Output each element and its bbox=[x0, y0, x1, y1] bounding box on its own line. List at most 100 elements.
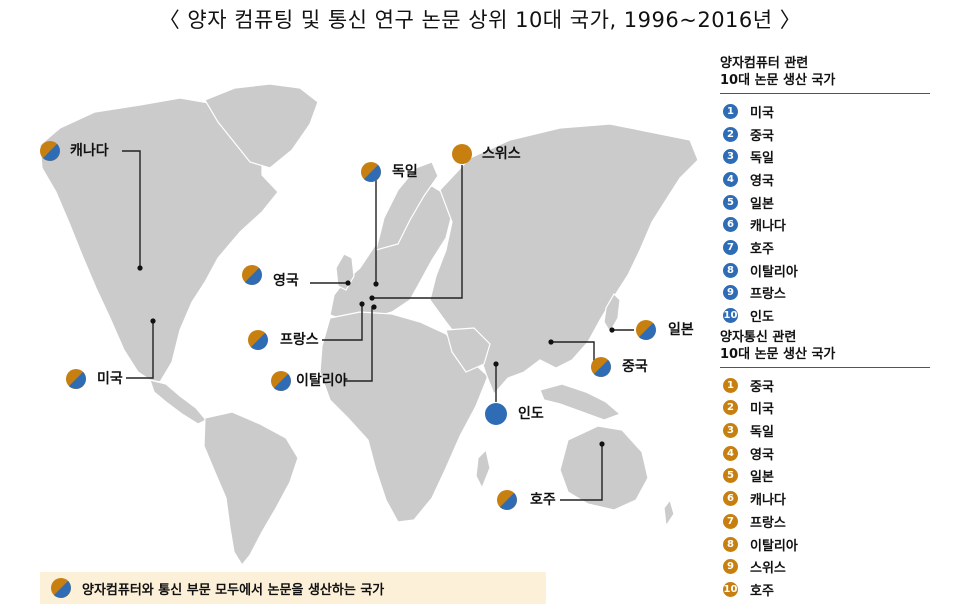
marker-france bbox=[248, 330, 268, 350]
legend-item: 7 프랑스 bbox=[720, 510, 930, 533]
arabia bbox=[445, 327, 491, 373]
madagascar bbox=[475, 448, 491, 490]
rank-badge: 6 bbox=[723, 217, 738, 233]
world-map bbox=[39, 83, 699, 567]
southeast-asia bbox=[539, 383, 622, 421]
legend-communication-list: 1 중국 2 미국 3 독일 4 영국 5 일본 6 캐나다 7 프랑스 8 이탈리아 9 스위스 10 호주 bbox=[720, 374, 930, 601]
rank-badge: 2 bbox=[723, 400, 738, 416]
legend-communication: 양자통신 관련 10대 논문 생산 국가 1 중국 2 미국 3 독일 4 영국 5 일본 6 캐나다… bbox=[720, 329, 930, 601]
legend-item: 3 독일 bbox=[720, 419, 930, 442]
footer-note-text: 양자컴퓨터와 통신 부문 모두에서 논문을 생산하는 국가 bbox=[82, 582, 385, 598]
label-usa: 미국 bbox=[97, 371, 123, 387]
label-france: 프랑스 bbox=[280, 332, 319, 348]
rank-badge: 5 bbox=[723, 468, 738, 484]
legend-item: 9 스위스 bbox=[720, 555, 930, 578]
dot-china bbox=[548, 339, 554, 345]
legend-country: 이탈리아 bbox=[750, 538, 798, 554]
label-japan: 일본 bbox=[668, 322, 694, 338]
legend-item: 8 이탈리아 bbox=[720, 533, 930, 556]
legend-computing-heading: 양자컴퓨터 관련 10대 논문 생산 국가 bbox=[720, 55, 930, 94]
legend-item: 3 독일 bbox=[720, 145, 930, 168]
rank-badge: 2 bbox=[723, 126, 738, 142]
rank-badge: 5 bbox=[723, 194, 738, 210]
legend-item: 5 일본 bbox=[720, 465, 930, 488]
rank-badge: 3 bbox=[723, 423, 738, 439]
marker-canada bbox=[40, 141, 60, 161]
rank-badge: 6 bbox=[723, 491, 738, 507]
dot-switzerland bbox=[369, 295, 375, 301]
legend-country: 프랑스 bbox=[750, 287, 786, 303]
legend-item: 10 호주 bbox=[720, 578, 930, 601]
legend-country: 프랑스 bbox=[750, 515, 786, 531]
australia bbox=[559, 425, 649, 511]
legend-country: 캐나다 bbox=[750, 493, 786, 509]
rank-badge: 8 bbox=[723, 536, 738, 552]
scandinavia bbox=[375, 161, 439, 251]
legend-country: 독일 bbox=[750, 151, 774, 167]
label-china: 중국 bbox=[622, 359, 648, 375]
rank-badge: 9 bbox=[723, 559, 738, 575]
landmasses bbox=[39, 83, 699, 567]
leader-lines bbox=[122, 150, 634, 501]
country-markers bbox=[40, 141, 656, 510]
marker-uk bbox=[242, 265, 262, 285]
legend-country: 중국 bbox=[750, 128, 774, 144]
label-uk: 영국 bbox=[273, 273, 299, 289]
marker-switzerland bbox=[452, 144, 472, 164]
legend-country: 영국 bbox=[750, 447, 774, 463]
north-america bbox=[39, 97, 279, 383]
dot-japan bbox=[609, 327, 615, 333]
dot-india bbox=[493, 361, 499, 367]
rank-badge: 4 bbox=[723, 445, 738, 461]
legend-item: 4 영국 bbox=[720, 168, 930, 191]
legend-item: 5 일본 bbox=[720, 191, 930, 214]
legend-country: 호주 bbox=[750, 241, 774, 257]
marker-japan bbox=[636, 320, 656, 340]
dot-usa bbox=[150, 318, 156, 324]
legend-item: 2 미국 bbox=[720, 397, 930, 420]
dot-italy bbox=[371, 304, 377, 310]
dot-germany bbox=[373, 281, 379, 287]
new-zealand bbox=[663, 498, 675, 528]
rank-badge: 9 bbox=[723, 285, 738, 301]
dot-australia bbox=[599, 441, 605, 447]
legend-item: 4 영국 bbox=[720, 442, 930, 465]
label-australia: 호주 bbox=[530, 492, 556, 508]
legend-country: 독일 bbox=[750, 425, 774, 441]
marker-usa bbox=[66, 369, 86, 389]
rank-badge: 7 bbox=[723, 239, 738, 255]
label-germany: 독일 bbox=[392, 164, 418, 180]
legend-country: 일본 bbox=[750, 470, 774, 486]
rank-badge: 8 bbox=[723, 262, 738, 278]
dot-uk bbox=[345, 280, 351, 286]
label-india: 인도 bbox=[518, 406, 544, 422]
legend-country: 중국 bbox=[750, 379, 774, 395]
label-italy: 이탈리아 bbox=[296, 373, 348, 389]
legend-item: 2 중국 bbox=[720, 123, 930, 146]
south-america bbox=[203, 411, 299, 567]
rank-badge: 1 bbox=[723, 377, 738, 393]
location-dots bbox=[137, 265, 615, 447]
legend-computing: 양자컴퓨터 관련 10대 논문 생산 국가 1 미국 2 중국 3 독일 4 영국 5 일본 6 캐나… bbox=[720, 55, 930, 327]
legend-country: 호주 bbox=[750, 583, 774, 599]
rank-badge: 10 bbox=[723, 581, 738, 597]
legend-item: 6 캐나다 bbox=[720, 213, 930, 236]
legend-communication-heading: 양자통신 관련 10대 논문 생산 국가 bbox=[720, 329, 930, 368]
dot-canada bbox=[137, 265, 143, 271]
footer-note: 양자컴퓨터와 통신 부문 모두에서 논문을 생산하는 국가 bbox=[40, 572, 546, 604]
africa bbox=[319, 311, 489, 523]
label-switzerland: 스위스 bbox=[482, 146, 521, 162]
marker-india bbox=[485, 403, 507, 425]
legend-item: 10 인도 bbox=[720, 304, 930, 327]
legend-country: 이탈리아 bbox=[750, 264, 798, 280]
legend-item: 1 미국 bbox=[720, 100, 930, 123]
rank-badge: 10 bbox=[723, 308, 738, 324]
label-canada: 캐나다 bbox=[70, 143, 109, 159]
legend-item: 9 프랑스 bbox=[720, 282, 930, 305]
legend-country: 미국 bbox=[750, 105, 774, 121]
split-marker-icon bbox=[51, 578, 71, 598]
rank-badge: 1 bbox=[723, 103, 738, 119]
rank-badge: 3 bbox=[723, 149, 738, 165]
legend-country: 일본 bbox=[750, 196, 774, 212]
rank-badge: 7 bbox=[723, 513, 738, 529]
